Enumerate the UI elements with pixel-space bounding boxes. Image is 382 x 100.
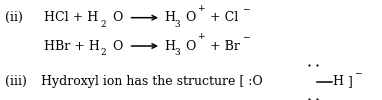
- Text: 3: 3: [175, 48, 180, 57]
- Text: ]: ]: [344, 75, 353, 88]
- Text: O: O: [112, 40, 123, 52]
- Text: 3: 3: [175, 20, 180, 29]
- Text: (iii): (iii): [5, 75, 26, 88]
- Text: HCl + H: HCl + H: [44, 11, 99, 24]
- Text: −: −: [354, 68, 362, 77]
- Text: Hydroxyl ion has the structure [ :O: Hydroxyl ion has the structure [ :O: [40, 75, 262, 88]
- Text: −: −: [242, 4, 249, 13]
- Text: H: H: [164, 40, 175, 52]
- Text: O: O: [112, 11, 123, 24]
- Text: H: H: [333, 75, 343, 88]
- Text: −: −: [242, 32, 249, 41]
- Text: O: O: [185, 40, 196, 52]
- Text: + Cl: + Cl: [206, 11, 238, 24]
- Text: +: +: [197, 32, 204, 41]
- Text: 2: 2: [101, 48, 107, 57]
- Text: + Br: + Br: [206, 40, 240, 52]
- Text: 2: 2: [101, 20, 107, 29]
- Text: HBr + H: HBr + H: [44, 40, 100, 52]
- Text: +: +: [197, 4, 204, 13]
- Text: O: O: [185, 11, 196, 24]
- Text: H: H: [164, 11, 175, 24]
- Text: (ii): (ii): [5, 11, 23, 24]
